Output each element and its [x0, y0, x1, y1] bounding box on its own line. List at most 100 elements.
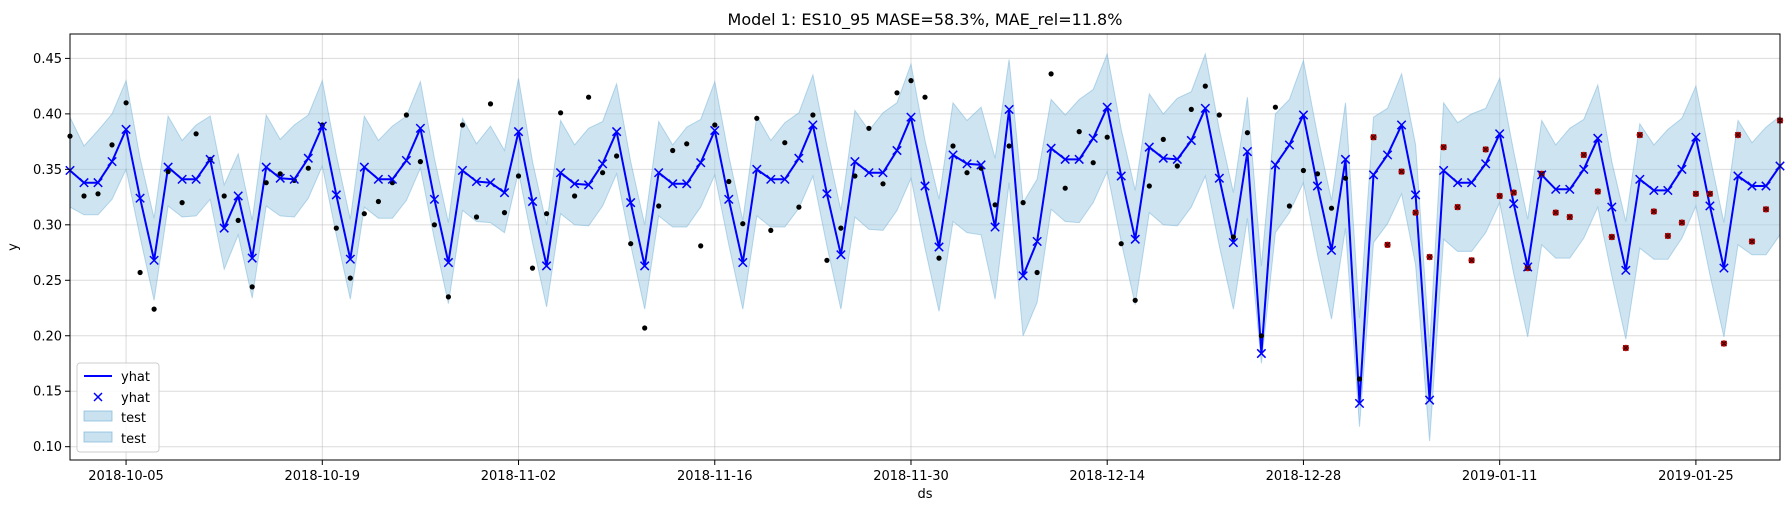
yhat-marker-stroke — [1256, 348, 1267, 359]
yhat-marker — [1621, 265, 1631, 276]
yhat-marker — [1298, 110, 1309, 120]
yhat-marker-stroke — [976, 160, 986, 170]
yhat-marker-stroke — [892, 145, 902, 156]
legend-label-yhat-line: yhat — [121, 370, 150, 385]
yhat-marker — [625, 197, 636, 208]
legend-label-test-2: test — [121, 432, 146, 447]
test-marker-stroke — [1622, 344, 1629, 351]
yhat-marker-stroke — [1536, 170, 1547, 180]
yhat-marker-stroke — [1593, 133, 1603, 144]
yhat-marker-stroke — [836, 250, 846, 260]
yhat-marker-stroke — [1312, 181, 1323, 191]
yhat-marker-stroke — [1004, 104, 1014, 115]
yhat-marker — [1438, 165, 1449, 176]
test-point-marker — [1496, 192, 1503, 199]
yhat-marker-stroke — [1200, 103, 1211, 114]
yhat-marker — [696, 157, 706, 168]
yhat-marker-stroke — [1480, 159, 1491, 169]
legend-label-yhat-markers: yhat — [121, 391, 150, 406]
y-tick-label: 0.15 — [33, 385, 62, 400]
yhat-marker-stroke — [1579, 164, 1589, 175]
yhat-marker-stroke — [1719, 263, 1729, 273]
observed-point — [1034, 269, 1040, 276]
yhat-marker-stroke — [1242, 146, 1253, 157]
test-marker-stroke — [1692, 190, 1699, 197]
yhat-marker — [247, 253, 257, 263]
yhat-marker — [906, 112, 916, 122]
yhat-marker — [1396, 120, 1407, 130]
yhat-marker — [303, 153, 314, 163]
observed-point — [179, 200, 185, 206]
yhat-marker-stroke — [864, 167, 874, 178]
yhat-marker-stroke — [415, 123, 426, 134]
yhat-marker — [1677, 164, 1687, 175]
test-point-marker — [1482, 146, 1489, 153]
test-point-marker — [1510, 189, 1517, 196]
yhat-marker — [1705, 201, 1715, 211]
yhat-marker — [920, 181, 930, 191]
yhat-marker-stroke — [794, 153, 804, 163]
test-marker-stroke — [1762, 206, 1770, 213]
yhat-marker — [780, 174, 790, 185]
observed-point — [417, 159, 423, 165]
yhat-marker — [1256, 348, 1267, 359]
observed-point — [501, 210, 508, 216]
yhat-marker — [289, 174, 299, 185]
test-marker-stroke — [1720, 340, 1727, 347]
observed-point — [838, 225, 844, 231]
observed-point — [740, 221, 746, 227]
yhat-marker-stroke — [275, 173, 285, 183]
y-tick-label: 0.20 — [33, 329, 62, 344]
test-marker-stroke — [1538, 170, 1545, 177]
test-point-marker — [1748, 238, 1755, 245]
yhat-marker-stroke — [79, 177, 89, 188]
yhat-marker-stroke — [934, 242, 944, 252]
yhat-marker-stroke — [177, 174, 187, 185]
yhat-marker — [1410, 190, 1421, 200]
observed-point — [1272, 104, 1278, 110]
test-point-marker — [1538, 170, 1545, 177]
test-marker-stroke — [1468, 257, 1475, 264]
test-marker-stroke — [1664, 232, 1671, 239]
test-point-marker — [1580, 151, 1587, 158]
observed-point — [1104, 134, 1110, 140]
test-marker-stroke — [1594, 188, 1601, 195]
observed-point — [572, 193, 578, 199]
yhat-marker — [387, 174, 398, 185]
test-marker-stroke — [1734, 131, 1741, 138]
yhat-marker-stroke — [1116, 171, 1126, 181]
test-marker-stroke — [1566, 214, 1573, 221]
yhat-marker — [794, 153, 804, 163]
observed-point — [1216, 112, 1222, 118]
yhat-marker — [149, 255, 159, 266]
observed-point — [908, 78, 914, 84]
yhat-marker — [471, 176, 482, 187]
yhat-marker — [275, 173, 285, 183]
yhat-marker-stroke — [990, 222, 1000, 232]
observed-point — [600, 170, 606, 176]
yhat-marker-stroke — [906, 112, 916, 122]
yhat-marker — [1747, 181, 1757, 191]
test-point-marker — [1622, 344, 1629, 351]
yhat-marker — [1242, 146, 1253, 157]
yhat-marker — [1452, 177, 1463, 188]
yhat-marker — [597, 159, 608, 169]
y-tick-label: 0.45 — [33, 52, 62, 67]
test-point-marker — [1762, 206, 1770, 213]
observed-point — [249, 284, 255, 290]
yhat-marker — [541, 261, 552, 271]
yhat-marker-stroke — [738, 257, 748, 268]
observed-point — [642, 325, 648, 331]
observed-point — [375, 198, 381, 205]
yhat-marker-stroke — [1747, 181, 1757, 191]
yhat-marker-stroke — [878, 167, 888, 178]
test-marker-stroke — [1650, 208, 1657, 215]
test-point-marker — [1664, 232, 1671, 239]
yhat-marker — [1522, 262, 1533, 272]
observed-point — [137, 269, 143, 276]
yhat-marker — [555, 167, 566, 178]
observed-point — [445, 294, 451, 300]
test-marker-stroke — [1482, 146, 1489, 153]
yhat-marker — [485, 177, 496, 188]
yhat-marker — [415, 123, 426, 134]
